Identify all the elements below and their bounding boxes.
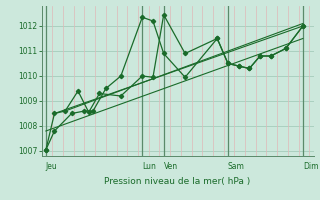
Text: Jeu: Jeu [46, 162, 58, 171]
Text: Dim: Dim [303, 162, 318, 171]
Text: Pression niveau de la mer( hPa ): Pression niveau de la mer( hPa ) [104, 177, 251, 186]
Text: Sam: Sam [228, 162, 245, 171]
Text: Lun: Lun [142, 162, 156, 171]
Text: Ven: Ven [164, 162, 178, 171]
